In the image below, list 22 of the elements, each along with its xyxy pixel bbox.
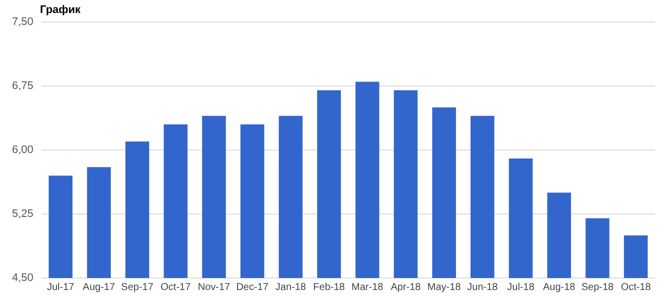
x-tick-label: Jul-18 — [507, 282, 535, 293]
x-tick-label: Sep-17 — [121, 282, 154, 293]
x-tick-label: Apr-18 — [390, 282, 422, 293]
x-tick-label: Dec-17 — [236, 282, 269, 293]
x-tick-label: Jan-18 — [275, 282, 306, 293]
x-tick-label: Jul-17 — [46, 282, 75, 293]
x-tick-label: May-18 — [427, 282, 462, 293]
chart-title: График — [40, 4, 81, 16]
y-tick-label: 6,75 — [12, 80, 34, 92]
x-tick-label: Aug-17 — [82, 282, 116, 293]
y-tick-label: 7,50 — [12, 16, 34, 28]
x-tick-label: Mar-18 — [352, 282, 384, 293]
y-tick-label: 6,00 — [12, 144, 34, 156]
x-tick-label: Aug-18 — [543, 282, 576, 293]
y-tick-label: 5,25 — [12, 208, 34, 220]
x-tick-label: Jun-18 — [467, 282, 498, 293]
x-tick-label: Nov-17 — [198, 282, 231, 293]
x-tick-label: Feb-18 — [313, 282, 346, 293]
x-tick-label: Oct-18 — [620, 282, 652, 293]
y-tick-label: 4,50 — [12, 272, 34, 284]
x-tick-label: Sep-18 — [581, 282, 614, 293]
x-tick-label: Oct-17 — [160, 282, 192, 293]
